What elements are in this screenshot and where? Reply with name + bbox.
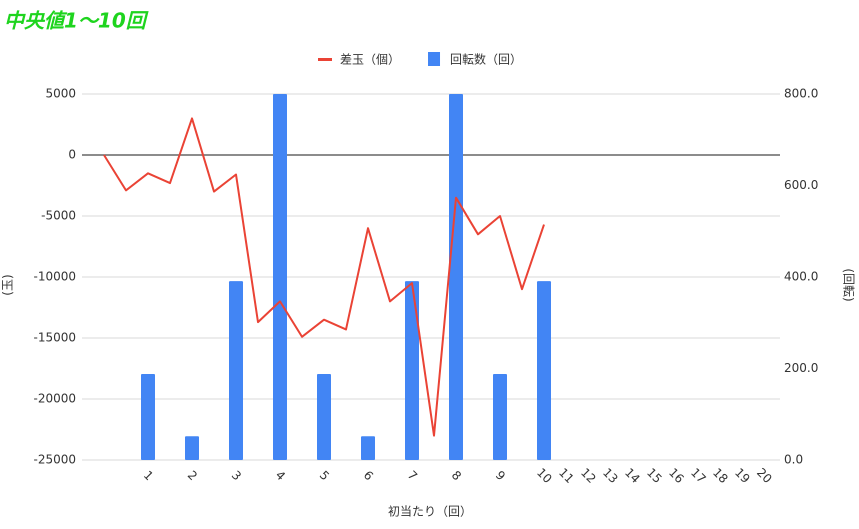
y2-axis-title: (回転): [842, 268, 856, 301]
x-tick-label: 3: [229, 468, 244, 483]
y2-tick-label: 800.0: [784, 87, 818, 101]
y-tick-label: -5000: [41, 209, 76, 223]
y-tick-label: -10000: [33, 270, 76, 284]
y-tick-label: -15000: [33, 331, 76, 345]
x-tick-label: 17: [688, 465, 709, 486]
x-tick-label: 13: [600, 465, 621, 486]
x-tick-label: 14: [622, 465, 643, 486]
bar: [141, 373, 155, 460]
y2-tick-label: 400.0: [784, 270, 818, 284]
x-tick-label: 18: [710, 465, 731, 486]
legend-label: 回転数（回）: [450, 52, 522, 67]
x-tick-label: 2: [185, 468, 200, 483]
y-tick-label: -25000: [33, 453, 76, 467]
bar: [405, 281, 419, 460]
y-tick-label: 5000: [45, 87, 76, 101]
legend-label: 差玉（個）: [340, 53, 400, 67]
x-tick-label: 7: [405, 468, 420, 483]
bar: [229, 281, 243, 460]
bar: [185, 436, 199, 460]
x-tick-label: 10: [534, 465, 555, 486]
x-tick-label: 20: [754, 465, 775, 486]
x-tick-label: 5: [317, 468, 332, 483]
bar: [361, 436, 375, 460]
bar: [449, 94, 463, 460]
y2-tick-label: 0.0: [784, 453, 803, 467]
x-tick-label: 9: [493, 468, 508, 483]
x-axis-title: 初当たり（回）: [388, 505, 472, 519]
bar: [493, 373, 507, 460]
y-tick-label: 0: [68, 148, 76, 162]
y2-tick-label: 200.0: [784, 361, 818, 375]
x-tick-label: 4: [273, 468, 288, 483]
legend-swatch: [428, 52, 441, 66]
x-tick-label: 8: [449, 468, 464, 483]
x-tick-label: 12: [578, 465, 599, 486]
x-tick-label: 19: [732, 465, 753, 486]
legend-swatch: [318, 58, 332, 61]
x-tick-label: 6: [361, 468, 376, 483]
y-tick-label: -20000: [33, 392, 76, 406]
x-tick-label: 16: [666, 465, 687, 486]
x-tick-label: 15: [644, 465, 665, 486]
y2-tick-label: 600.0: [784, 178, 818, 192]
y-axis-title: (玉): [1, 274, 15, 295]
bar: [273, 94, 287, 460]
chart-title: 中央値1〜10回: [4, 9, 149, 33]
bar: [537, 281, 551, 460]
x-tick-label: 1: [141, 468, 156, 483]
x-tick-label: 11: [556, 465, 577, 486]
bar: [317, 373, 331, 460]
line: [103, 117, 545, 437]
